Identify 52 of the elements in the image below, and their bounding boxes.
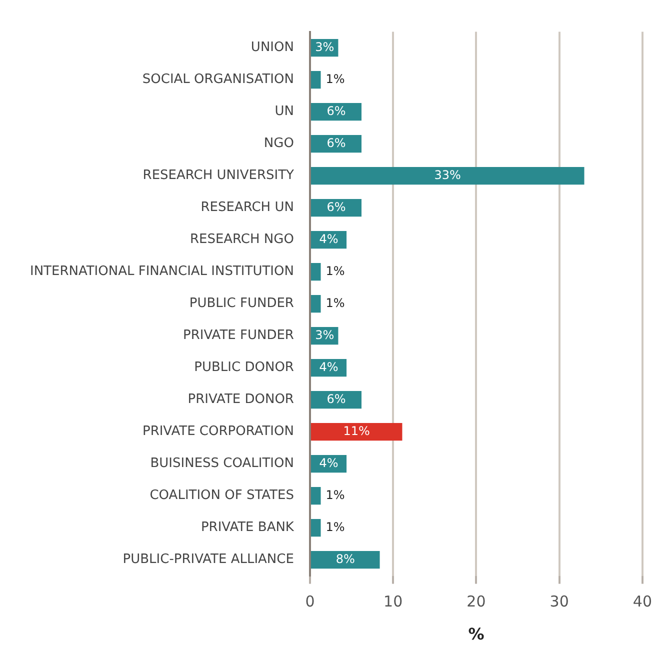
data-label: 6% — [326, 200, 346, 214]
data-label: 1% — [326, 520, 345, 534]
y-tick-label: SOCIAL ORGANISATION — [142, 72, 294, 88]
x-tick-label: 40 — [632, 592, 652, 611]
data-label: 1% — [326, 72, 345, 86]
bar — [310, 135, 362, 153]
data-label: 11% — [343, 424, 370, 438]
data-label: 3% — [315, 40, 334, 54]
y-tick-label: PUBLIC DONOR — [194, 360, 294, 376]
data-label: 4% — [319, 456, 338, 470]
x-tick-label: 20 — [466, 592, 486, 611]
y-tick-label: RESEARCH NGO — [190, 232, 294, 248]
data-label: 6% — [326, 392, 346, 406]
bar — [310, 551, 380, 569]
data-label: 33% — [434, 168, 461, 182]
data-label: 4% — [319, 360, 338, 374]
y-tick-label: INTERNATIONAL FINANCIAL INSTITUTION — [30, 264, 294, 280]
y-tick-label: PRIVATE CORPORATION — [142, 424, 294, 440]
y-tick-label: PUBLIC FUNDER — [189, 296, 294, 312]
y-tick-label: COALITION OF STATES — [150, 488, 294, 504]
x-tick-label: 0 — [305, 592, 315, 611]
data-label: 4% — [319, 232, 338, 246]
bar — [310, 167, 584, 185]
y-tick-label: RESEARCH UNIVERSITY — [142, 168, 294, 184]
x-tick-label: 10 — [384, 592, 403, 611]
y-tick-label: NGO — [264, 136, 294, 152]
y-tick-label: UN — [274, 104, 294, 120]
data-label: 1% — [326, 488, 345, 502]
x-axis-title: % — [468, 624, 484, 644]
bar — [310, 487, 321, 505]
bar — [310, 263, 321, 281]
bar — [310, 199, 362, 217]
data-label: 6% — [326, 104, 346, 118]
bar — [310, 103, 362, 121]
y-tick-label: UNION — [250, 40, 294, 56]
y-tick-label: PUBLIC-PRIVATE ALLIANCE — [122, 552, 294, 568]
data-label: 8% — [336, 552, 355, 566]
data-label: 6% — [326, 136, 346, 150]
bar — [310, 295, 321, 313]
y-tick-label: PRIVATE BANK — [200, 520, 294, 536]
x-tick-label: 30 — [550, 592, 569, 611]
data-label: 3% — [315, 328, 334, 342]
y-tick-label: PRIVATE FUNDER — [183, 328, 294, 344]
y-tick-label: RESEARCH UN — [200, 200, 294, 216]
bar — [310, 423, 402, 441]
y-tick-label: BUISINESS COALITION — [150, 456, 294, 472]
data-label: 1% — [326, 264, 345, 278]
bar — [310, 71, 321, 89]
bar — [310, 519, 321, 537]
data-label: 1% — [326, 296, 345, 310]
bar — [310, 391, 362, 409]
y-tick-label: PRIVATE DONOR — [188, 392, 294, 408]
